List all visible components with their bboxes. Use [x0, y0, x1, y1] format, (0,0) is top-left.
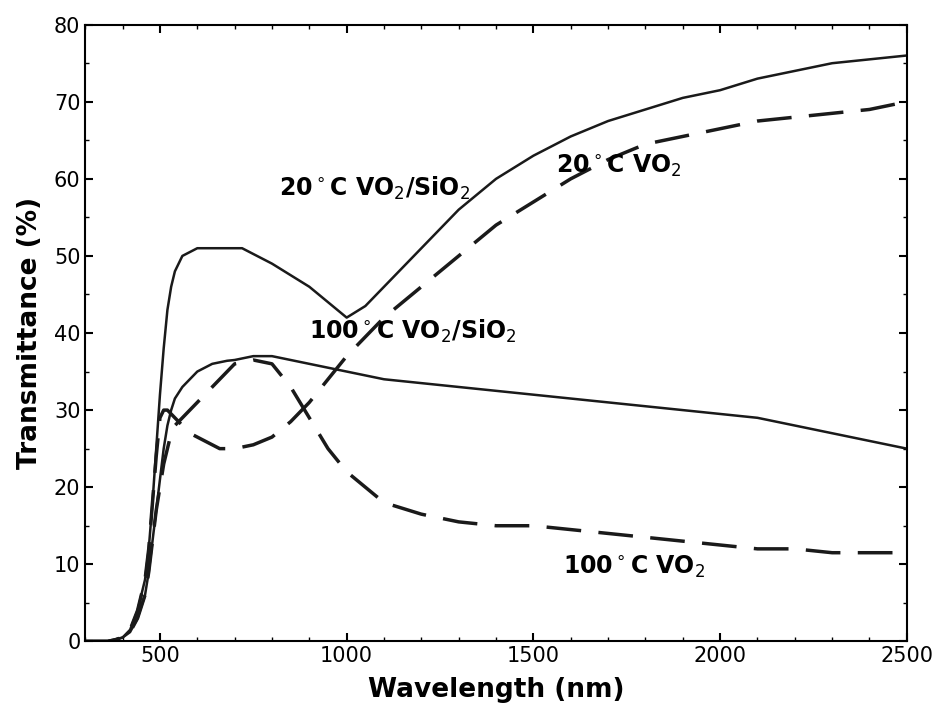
Text: 20$^\circ$C VO$_2$: 20$^\circ$C VO$_2$	[556, 153, 681, 179]
Y-axis label: Transmittance (%): Transmittance (%)	[17, 197, 43, 469]
Text: 100$^\circ$C VO$_2$/SiO$_2$: 100$^\circ$C VO$_2$/SiO$_2$	[310, 318, 517, 345]
Text: 20$^\circ$C VO$_2$/SiO$_2$: 20$^\circ$C VO$_2$/SiO$_2$	[279, 175, 470, 202]
X-axis label: Wavelength (nm): Wavelength (nm)	[368, 678, 624, 703]
Text: 100$^\circ$C VO$_2$: 100$^\circ$C VO$_2$	[563, 553, 705, 580]
